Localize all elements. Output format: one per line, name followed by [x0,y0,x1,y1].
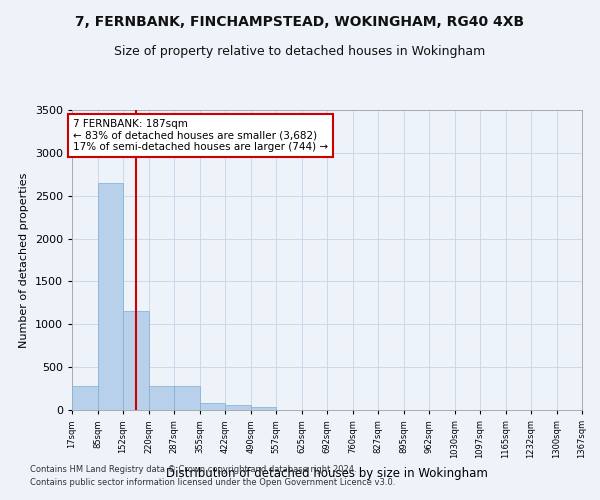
Bar [72,386,98,410]
Text: 7, FERNBANK, FINCHAMPSTEAD, WOKINGHAM, RG40 4XB: 7, FERNBANK, FINCHAMPSTEAD, WOKINGHAM, R… [76,15,524,29]
Text: Contains HM Land Registry data © Crown copyright and database right 2024.: Contains HM Land Registry data © Crown c… [30,466,356,474]
Bar [225,406,251,410]
Text: Size of property relative to detached houses in Wokingham: Size of property relative to detached ho… [115,45,485,58]
Bar [251,407,276,410]
Bar [200,402,225,410]
Text: Contains public sector information licensed under the Open Government Licence v3: Contains public sector information licen… [30,478,395,487]
Text: 7 FERNBANK: 187sqm
← 83% of detached houses are smaller (3,682)
17% of semi-deta: 7 FERNBANK: 187sqm ← 83% of detached hou… [73,119,328,152]
Bar [174,386,200,410]
X-axis label: Distribution of detached houses by size in Wokingham: Distribution of detached houses by size … [166,466,488,479]
Y-axis label: Number of detached properties: Number of detached properties [19,172,29,348]
Bar [98,183,123,410]
Bar [123,312,149,410]
Bar [149,386,174,410]
